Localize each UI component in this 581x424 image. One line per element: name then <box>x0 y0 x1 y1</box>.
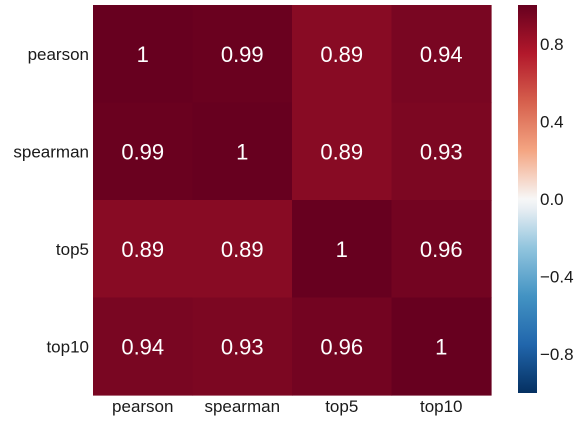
heatmap-cell-top10-top5 <box>292 297 393 396</box>
heatmap-cell-pearson-pearson <box>93 5 194 104</box>
y-tick-labels: pearson spearman top5 top10 <box>13 45 89 357</box>
colorbar-gradient <box>518 5 537 393</box>
y-tick-label: top5 <box>56 240 89 259</box>
colorbar-tick-label: 0.4 <box>540 112 564 131</box>
cell-annotation: 0.99 <box>121 139 164 164</box>
heatmap-cell-top5-top10 <box>391 200 492 299</box>
heatmap-cell-pearson-top10 <box>391 5 492 104</box>
x-tick-labels: pearson spearman top5 top10 <box>112 397 462 416</box>
cell-annotations: 1 0.99 0.89 0.94 0.99 1 0.89 0.93 0.89 0.89 1 0.96 0… <box>121 42 462 360</box>
cell-annotation: 1 <box>137 42 149 67</box>
y-tick-label: top10 <box>46 337 89 356</box>
x-tick-label: top10 <box>420 397 463 416</box>
cell-annotation: 1 <box>435 334 447 359</box>
cell-annotation: 1 <box>236 139 248 164</box>
heatmap-cell-top5-spearman <box>192 200 293 299</box>
colorbar-tick-label: −0.4 <box>540 268 574 287</box>
colorbar-tick-label: 0.0 <box>540 190 564 209</box>
heatmap-cell-spearman-top10 <box>391 102 492 201</box>
cell-annotation: 0.96 <box>420 237 463 262</box>
cell-annotation: 0.99 <box>221 42 264 67</box>
heatmap-cell-spearman-pearson <box>93 102 194 201</box>
y-tick-label: pearson <box>28 45 89 64</box>
heatmap-cell-spearman-spearman <box>192 102 293 201</box>
heatmap-cell-top10-top10 <box>391 297 492 396</box>
heatmap-cell-pearson-top5 <box>292 5 393 104</box>
y-tick-label: spearman <box>13 142 89 161</box>
x-tick-label: spearman <box>204 397 280 416</box>
cell-annotation: 0.89 <box>221 237 264 262</box>
cell-annotation: 0.94 <box>420 42 463 67</box>
cell-annotation: 0.96 <box>320 334 363 359</box>
cell-annotation: 0.94 <box>121 334 164 359</box>
heatmap-cell-spearman-top5 <box>292 102 393 201</box>
heatmap-cell-top10-pearson <box>93 297 194 396</box>
cell-annotation: 0.89 <box>121 237 164 262</box>
cell-annotation: 1 <box>336 237 348 262</box>
cell-annotation: 0.89 <box>320 139 363 164</box>
cell-annotation: 0.93 <box>221 334 264 359</box>
heatmap-cell-top5-pearson <box>93 200 194 299</box>
heatmap-cell-top10-spearman <box>192 297 293 396</box>
heatmap-cell-top5-top5 <box>292 200 393 299</box>
x-tick-label: top5 <box>325 397 358 416</box>
heatmap-cells <box>93 5 492 396</box>
x-tick-label: pearson <box>112 397 173 416</box>
heatmap-cell-pearson-spearman <box>192 5 293 104</box>
cell-annotation: 0.93 <box>420 139 463 164</box>
colorbar: 0.8 0.4 0.0 −0.4 −0.8 <box>518 5 574 393</box>
cell-annotation: 0.89 <box>320 42 363 67</box>
colorbar-tick-label: 0.8 <box>540 35 564 54</box>
colorbar-tick-label: −0.8 <box>540 345 574 364</box>
